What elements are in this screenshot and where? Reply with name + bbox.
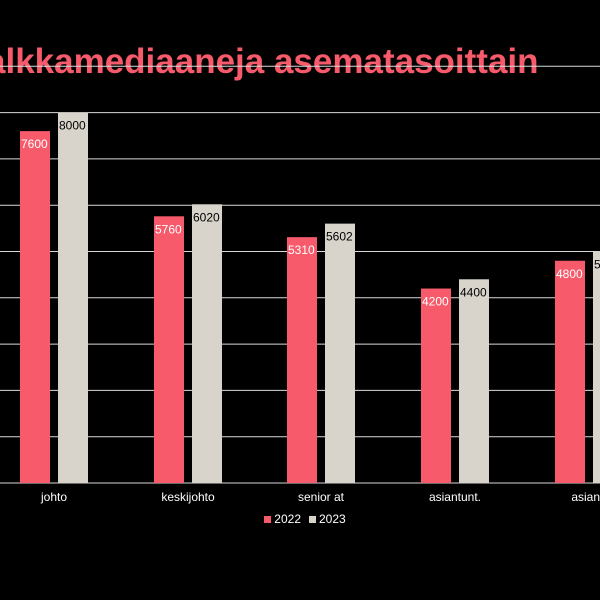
legend-label-2022: 2022 bbox=[274, 512, 301, 526]
legend-item-2023: 2023 bbox=[309, 512, 346, 526]
value-label-2023-1: 6020 bbox=[193, 210, 220, 224]
legend-swatch-2022 bbox=[264, 515, 272, 523]
bar-2023-johto bbox=[58, 112, 88, 483]
x-tick-label-2: senior at bbox=[298, 490, 345, 504]
x-tick-label-1: keskijohto bbox=[161, 490, 215, 504]
bar-2023-keskijohto bbox=[192, 204, 222, 484]
value-label-2023-3: 4400 bbox=[460, 285, 487, 299]
value-label-2023-2: 5602 bbox=[326, 230, 353, 244]
legend-label-2023: 2023 bbox=[319, 512, 346, 526]
bar-2022-asiant- bbox=[555, 260, 585, 483]
bar-2022-keskijohto bbox=[154, 216, 184, 483]
bar-2022-asiantunt- bbox=[421, 288, 451, 483]
bar-2022-johto bbox=[20, 131, 50, 483]
bar-2022-senior-at bbox=[287, 237, 317, 483]
legend: 2022 2023 bbox=[0, 512, 600, 526]
value-label-2023-0: 8000 bbox=[59, 119, 86, 133]
value-label-2022-2: 5310 bbox=[288, 243, 315, 257]
bar-2023-asiant- bbox=[593, 251, 600, 483]
value-label-2022-0: 7600 bbox=[21, 137, 48, 151]
value-label-2023-4: 5 bbox=[594, 258, 600, 272]
value-label-2022-1: 5760 bbox=[155, 222, 182, 236]
legend-item-2022: 2022 bbox=[264, 512, 301, 526]
legend-swatch-2023 bbox=[309, 515, 316, 523]
value-label-2022-4: 4800 bbox=[556, 267, 583, 281]
bar-2023-senior-at bbox=[325, 223, 355, 484]
x-tick-label-3: asiantunt. bbox=[429, 490, 481, 504]
x-tick-label-0: johto bbox=[40, 490, 67, 504]
value-label-2022-3: 4200 bbox=[422, 295, 449, 309]
bar-2023-asiantunt- bbox=[459, 279, 489, 483]
x-tick-label-4: asiant. bbox=[571, 490, 600, 504]
chart-title: alkkamediaaneja asematasoittain bbox=[0, 42, 539, 81]
